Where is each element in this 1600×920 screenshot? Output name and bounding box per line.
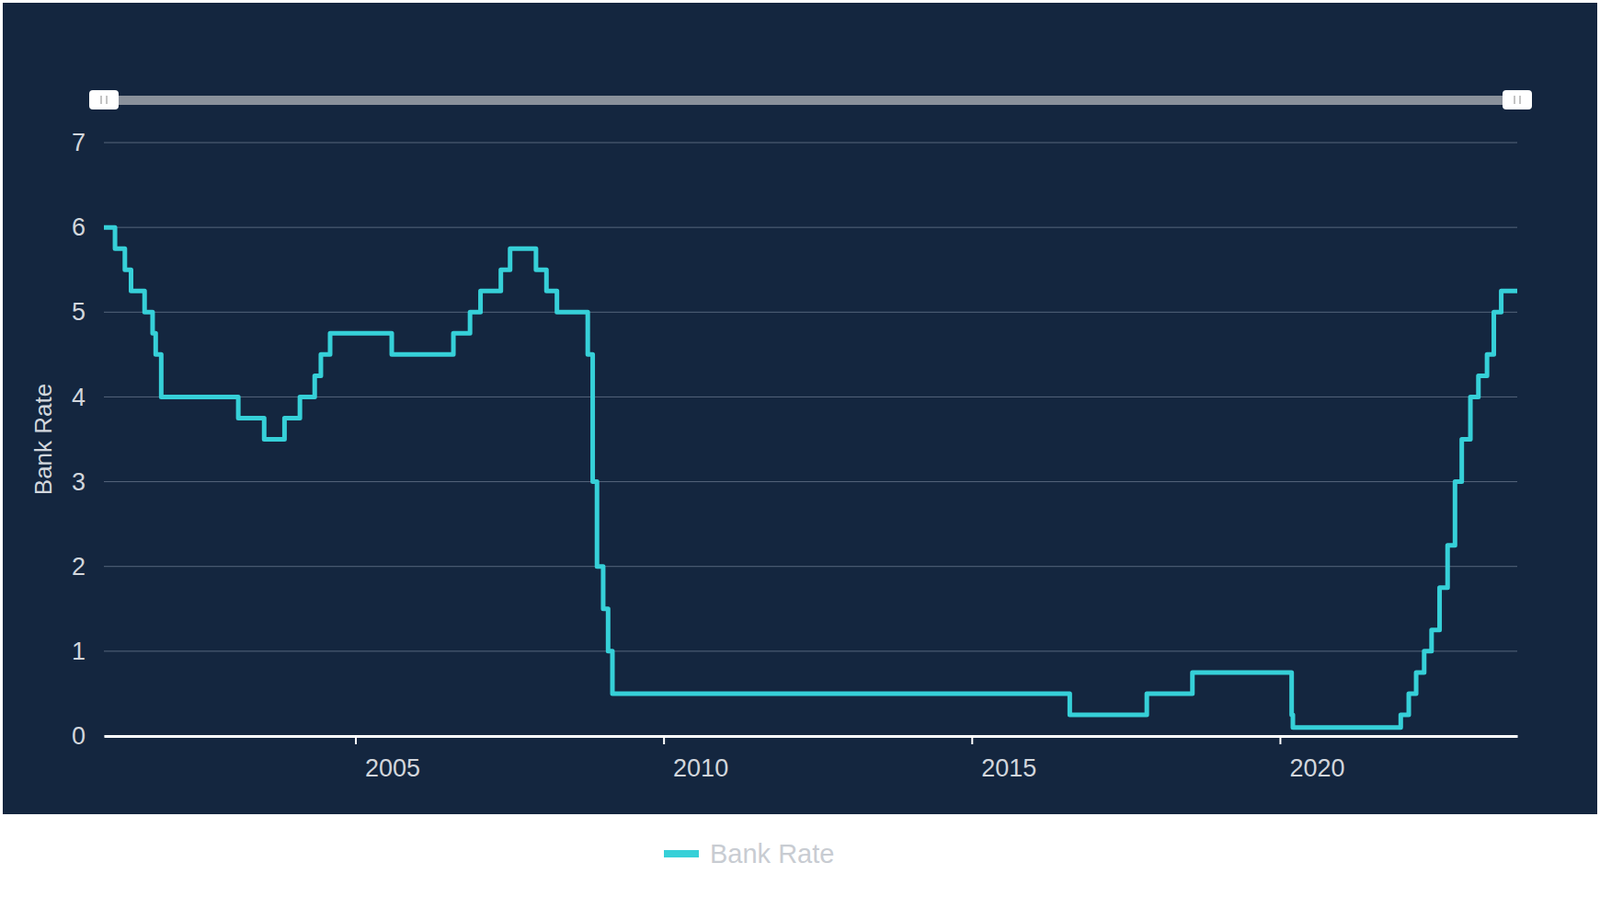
- x-tick: 2010: [663, 735, 729, 782]
- y-tick: 0: [71, 721, 104, 750]
- chart: 0 1 2 3 4 5 6 7 2005 2010 2015 2020 Bank Rate Bank Ra…: [0, 0, 1600, 920]
- legend-label[interactable]: Bank Rate: [709, 838, 835, 869]
- x-tick-mark: [1279, 735, 1281, 744]
- y-tick-label: 3: [71, 468, 86, 496]
- series-line[interactable]: [103, 227, 1518, 728]
- x-tick: 2015: [971, 735, 1037, 782]
- navigator-grip[interactable]: [101, 95, 103, 104]
- y-tick-label: 2: [71, 552, 86, 581]
- series-group: [103, 227, 1518, 728]
- y-tick: 2: [71, 552, 104, 581]
- y-tick-label: 5: [71, 297, 86, 326]
- y-tick-label: 6: [71, 213, 86, 241]
- y-axis-line: [103, 143, 105, 737]
- legend[interactable]: Bank Rate: [663, 838, 835, 869]
- navigator[interactable]: [89, 90, 1532, 110]
- y-tick: 5: [71, 297, 104, 326]
- grid-line: [103, 565, 1518, 567]
- y-tick: 1: [71, 637, 104, 665]
- x-tick: 2020: [1280, 735, 1345, 782]
- x-tick-mark: [662, 735, 665, 744]
- y-tick: 3: [71, 468, 104, 496]
- x-tick-label: 2005: [365, 754, 421, 782]
- grid-line: [103, 650, 1518, 652]
- navigator-handle[interactable]: [89, 90, 119, 110]
- grid-line: [103, 735, 1518, 737]
- grid-line: [103, 142, 1518, 144]
- grid-line: [103, 480, 1518, 482]
- grid-line: [103, 311, 1518, 313]
- x-tick: 2005: [355, 735, 421, 782]
- navigator-grip[interactable]: [1520, 95, 1521, 104]
- x-tick-label: 2015: [981, 754, 1037, 782]
- legend-swatch[interactable]: [663, 849, 699, 858]
- grid: [103, 142, 1518, 736]
- x-tick-mark: [354, 735, 357, 744]
- plot-background: [2, 2, 1598, 814]
- navigator-track[interactable]: [103, 95, 1518, 105]
- y-tick-label: 0: [71, 721, 86, 750]
- navigator-grip[interactable]: [106, 95, 108, 104]
- y-tick: 6: [71, 213, 104, 241]
- y-tick: 4: [71, 383, 104, 412]
- y-tick-label: 7: [71, 128, 86, 157]
- x-tick-label: 2020: [1289, 754, 1345, 782]
- navigator-grip[interactable]: [1514, 95, 1516, 104]
- y-axis-title: Bank Rate: [29, 383, 58, 495]
- y-tick-label: 4: [71, 383, 86, 412]
- x-axis: 2005 2010 2015 2020: [104, 735, 1519, 782]
- x-tick-label: 2010: [673, 754, 729, 782]
- grid-line: [103, 227, 1518, 229]
- x-axis-line: [104, 734, 1519, 738]
- y-tick-label: 1: [71, 637, 86, 665]
- navigator-handle[interactable]: [1502, 90, 1532, 110]
- y-axis: 0 1 2 3 4 5 6 7: [71, 128, 105, 750]
- x-tick-mark: [971, 735, 973, 744]
- y-tick: 7: [71, 128, 104, 157]
